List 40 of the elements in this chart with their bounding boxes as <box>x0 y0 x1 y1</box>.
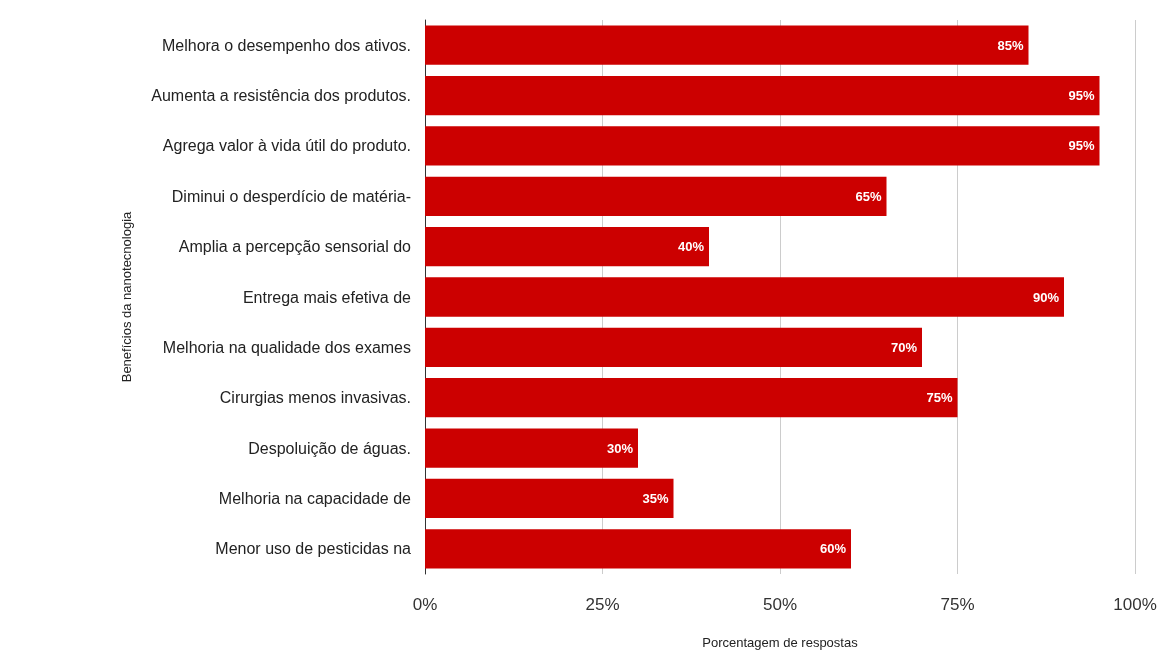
bar <box>425 176 887 216</box>
y-tick-label: Diminui o desperdício de matéria- <box>171 187 411 205</box>
bar <box>425 428 638 468</box>
bar <box>425 126 1100 166</box>
y-tick-label: Amplia a percepção sensorial do <box>178 238 412 256</box>
y-tick-label: Melhora o desempenho dos ativos. <box>161 36 411 54</box>
y-tick-label: Melhoria na capacidade de <box>218 489 412 507</box>
x-tick-label: 0% <box>412 595 438 614</box>
data-label: 60% <box>819 541 847 557</box>
x-tick-label: 50% <box>762 595 798 614</box>
y-tick-label: Entrega mais efetiva de <box>242 288 412 306</box>
data-label: 35% <box>642 490 669 506</box>
bar <box>425 327 922 368</box>
data-label: 30% <box>606 440 634 456</box>
y-tick-label: Aumenta a resistência dos produtos. <box>151 87 411 105</box>
y-tick-label: Cirurgias menos invasivas. <box>219 389 411 407</box>
bar <box>425 529 851 569</box>
y-tick-label: Despoluição de águas. <box>248 439 411 457</box>
data-label: 40% <box>677 239 705 255</box>
bar <box>425 378 958 418</box>
data-label: 70% <box>890 339 918 355</box>
bar <box>425 75 1100 116</box>
x-tick-label: 25% <box>585 595 620 614</box>
data-label: 90% <box>1032 289 1060 305</box>
x-axis-title: Porcentagem de respostas <box>702 635 859 650</box>
data-label: 95% <box>1068 138 1095 154</box>
bar <box>425 277 1064 317</box>
bar <box>425 478 674 519</box>
x-tick-label: 100% <box>1113 595 1157 614</box>
data-label: 65% <box>855 188 882 204</box>
bar <box>425 226 709 267</box>
bar <box>425 25 1029 65</box>
y-tick-label: Agrega valor à vida útil do produto. <box>162 137 411 155</box>
data-label: 85% <box>997 37 1024 53</box>
data-label: 75% <box>926 390 953 406</box>
y-tick-label: Menor uso de pesticidas na <box>215 540 412 558</box>
y-tick-label: Melhoria na qualidade dos exames <box>162 338 411 356</box>
y-axis-title: Benefícios da nanotecnologia <box>119 210 134 383</box>
x-tick-label: 75% <box>940 595 975 614</box>
data-label: 95% <box>1068 88 1095 104</box>
